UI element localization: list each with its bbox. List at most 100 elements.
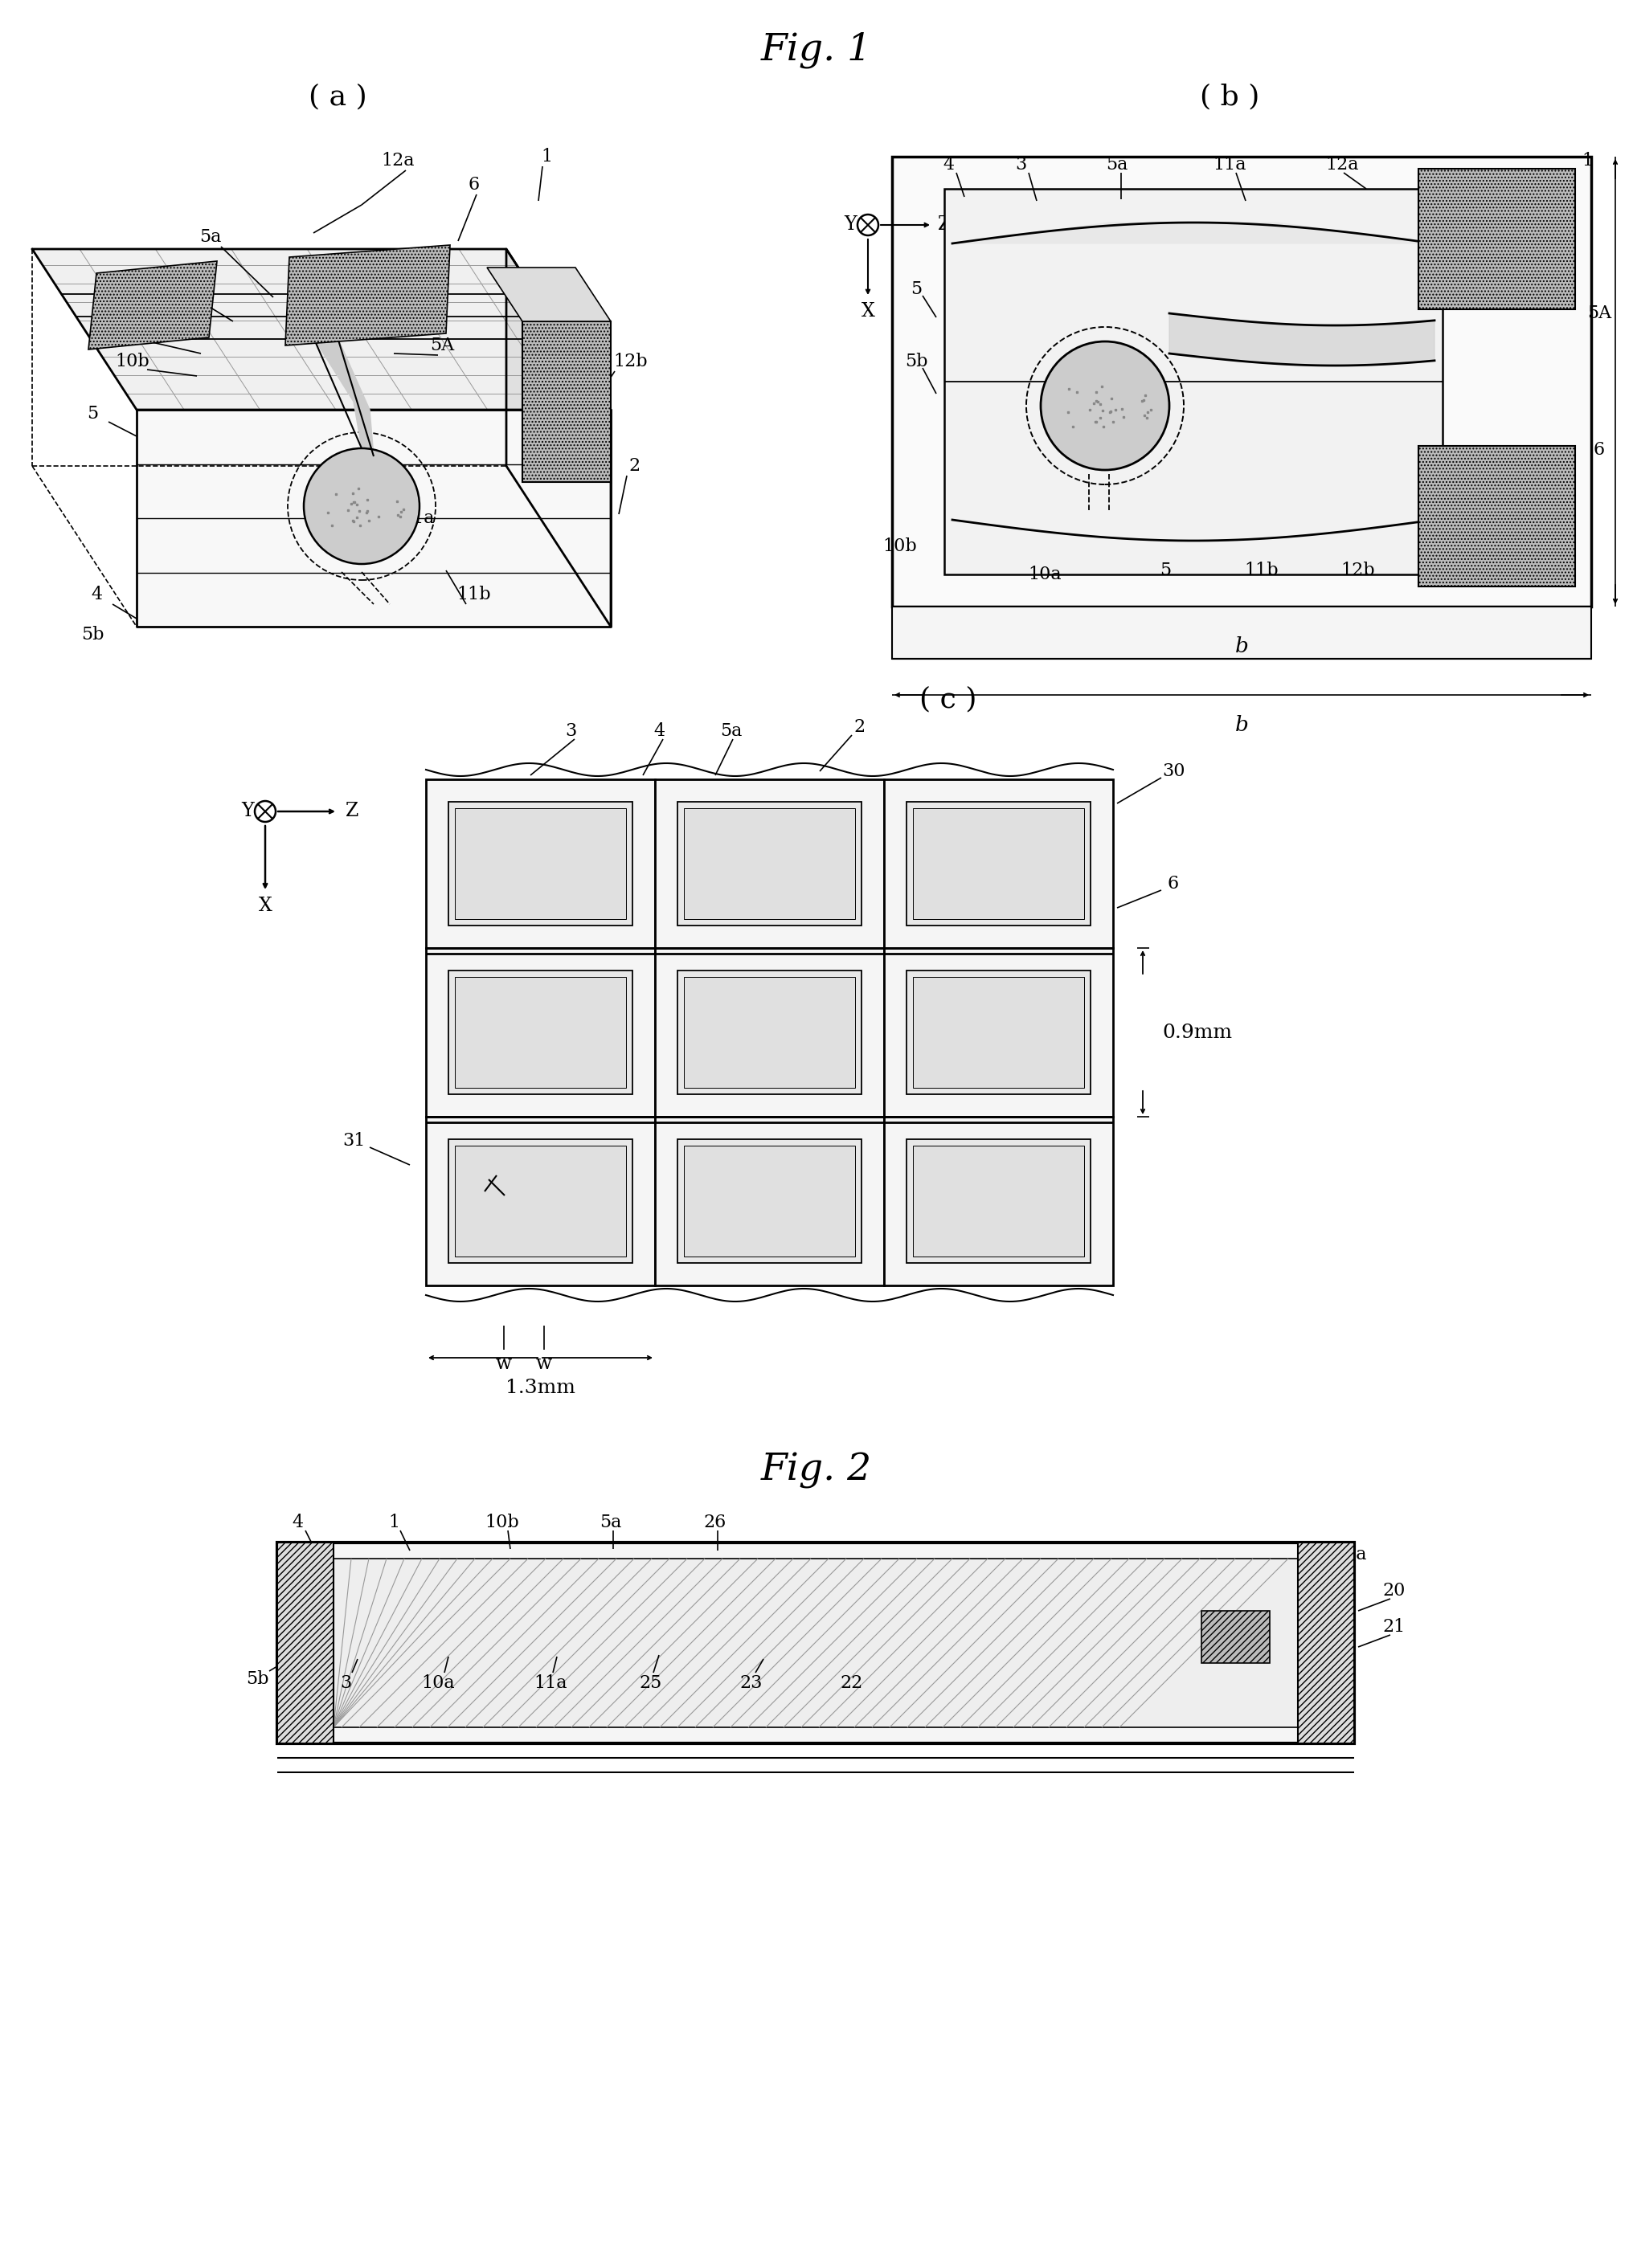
Bar (678, 971, 862, 1093)
Bar (906, 1139, 1091, 1263)
Text: 26: 26 (704, 1513, 727, 1531)
Text: 6: 6 (1594, 440, 1605, 458)
Text: 31: 31 (343, 1132, 366, 1150)
Text: 0.9mm: 0.9mm (1163, 1023, 1233, 1041)
Bar (1419, 168, 1576, 308)
Text: 21: 21 (1383, 1617, 1406, 1635)
Text: 2: 2 (854, 719, 865, 735)
Bar (892, 156, 1591, 606)
Text: ( c ): ( c ) (919, 685, 977, 712)
Bar (426, 1116, 655, 1286)
Text: 20: 20 (1383, 1581, 1406, 1599)
Text: 10b: 10b (116, 354, 150, 370)
Text: 3: 3 (171, 272, 183, 290)
Text: 10b: 10b (485, 1513, 519, 1531)
Text: 5: 5 (911, 281, 921, 297)
Bar (426, 780, 655, 948)
Text: Fig. 1: Fig. 1 (761, 32, 872, 68)
Text: Z: Z (346, 803, 359, 821)
Bar (883, 948, 1114, 1116)
Bar (1298, 1542, 1354, 1744)
Circle shape (1040, 342, 1169, 469)
Text: 4: 4 (653, 721, 665, 739)
Bar (913, 1145, 1084, 1256)
Bar (684, 807, 856, 919)
Bar (655, 1116, 883, 1286)
Text: 12a: 12a (1326, 156, 1359, 175)
Bar (944, 188, 1442, 574)
Text: 1: 1 (1581, 152, 1592, 170)
Text: 1: 1 (541, 147, 552, 166)
Text: 3: 3 (1014, 156, 1027, 175)
Polygon shape (286, 245, 451, 345)
Bar (678, 803, 862, 925)
Bar (892, 606, 1591, 658)
Text: 5b: 5b (905, 354, 928, 370)
Text: 11a: 11a (534, 1674, 567, 1692)
Text: 10a: 10a (118, 324, 152, 342)
Bar (684, 978, 856, 1089)
Bar (278, 1542, 333, 1744)
Text: 5b: 5b (245, 1669, 268, 1687)
Bar (913, 978, 1084, 1089)
Text: 11a: 11a (1213, 156, 1246, 175)
Text: 5: 5 (1159, 562, 1171, 578)
Text: 4: 4 (942, 156, 954, 175)
Text: 11a: 11a (402, 510, 434, 526)
Text: 5A: 5A (429, 336, 454, 354)
Text: w: w (496, 1354, 513, 1374)
Text: w: w (536, 1354, 552, 1374)
Polygon shape (314, 338, 374, 456)
Text: 30: 30 (1161, 762, 1186, 780)
Text: 2: 2 (629, 458, 640, 474)
Bar (883, 780, 1114, 948)
Text: 4: 4 (292, 1513, 304, 1531)
Polygon shape (506, 249, 611, 626)
Text: 10a: 10a (421, 1674, 454, 1692)
Bar (684, 1145, 856, 1256)
Text: X: X (258, 898, 273, 916)
Text: Z: Z (937, 215, 950, 234)
Text: 10b: 10b (883, 538, 918, 556)
Text: X: X (861, 302, 875, 322)
Bar (426, 948, 655, 1116)
Text: 12a: 12a (380, 152, 415, 170)
Text: 10a: 10a (1029, 565, 1061, 583)
Text: Fig. 2: Fig. 2 (761, 1452, 872, 1488)
Text: 2: 2 (1457, 562, 1468, 578)
Circle shape (304, 449, 420, 565)
Bar (449, 803, 632, 925)
Bar (655, 780, 883, 948)
Text: 12a: 12a (1334, 1547, 1367, 1563)
Bar (333, 1558, 1298, 1728)
Text: 25: 25 (640, 1674, 663, 1692)
Polygon shape (137, 411, 611, 626)
Polygon shape (952, 222, 1434, 243)
Text: 5a: 5a (720, 721, 743, 739)
Text: 12b: 12b (1341, 562, 1375, 578)
Text: 6: 6 (1168, 875, 1179, 894)
Bar (913, 807, 1084, 919)
Bar (456, 1145, 625, 1256)
Text: 5A: 5A (1587, 304, 1612, 322)
Bar (456, 807, 625, 919)
Bar (655, 948, 883, 1116)
Polygon shape (33, 249, 611, 411)
Text: 3: 3 (340, 1674, 351, 1692)
Text: 11b: 11b (457, 585, 492, 603)
Bar (1202, 1610, 1270, 1662)
Text: 1.3mm: 1.3mm (505, 1379, 575, 1397)
Bar (449, 1139, 632, 1263)
Text: 4: 4 (91, 585, 103, 603)
Text: 6: 6 (469, 177, 480, 193)
Text: 5: 5 (87, 406, 98, 422)
Text: 5a: 5a (1106, 156, 1128, 175)
Text: b: b (1235, 637, 1248, 658)
Bar (883, 1116, 1114, 1286)
Text: Y: Y (242, 803, 253, 821)
Text: 5: 5 (428, 782, 439, 801)
Text: 5a: 5a (199, 229, 222, 245)
Text: b: b (1235, 714, 1248, 735)
Text: 12b: 12b (614, 354, 648, 370)
Text: 5b: 5b (82, 626, 105, 644)
